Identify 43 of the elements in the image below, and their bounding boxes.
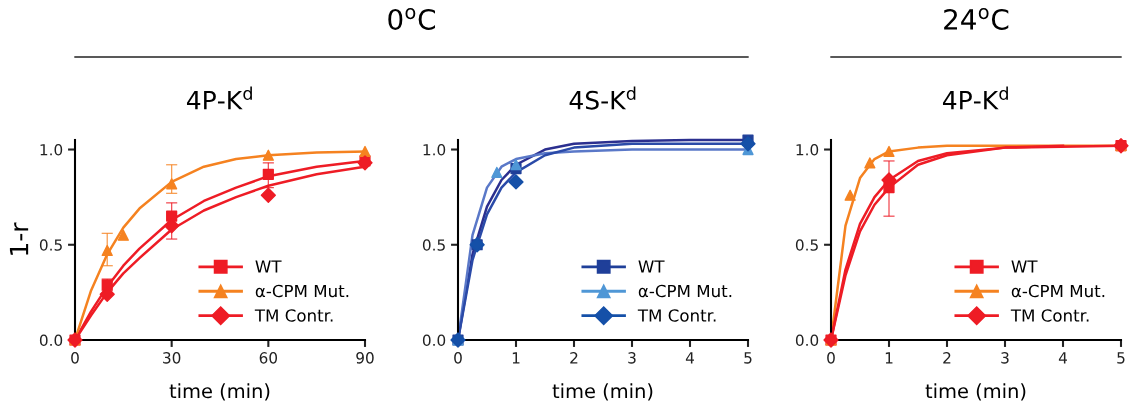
legend-label: TM Contr. [637, 309, 716, 322]
chart-title: 4P-K$^{d}$ [942, 86, 1008, 110]
y-tick-label: 0.5 [422, 239, 445, 251]
x-tick-label: 0 [454, 352, 462, 364]
x-axis-title: time (min) [169, 383, 270, 401]
x-tick-label: 3 [1001, 352, 1009, 364]
legend-label: WT [1011, 260, 1038, 273]
x-tick-label: 4 [1058, 352, 1067, 364]
x-tick-label: 0 [71, 352, 79, 364]
chart-title: 4P-K$^{d}$ [186, 86, 252, 110]
x-tick-label: 0 [827, 352, 835, 364]
y-tick-label: 0.0 [422, 334, 446, 347]
y-tick-label: 1.0 [40, 143, 63, 156]
y-axis-title: 1-r [9, 222, 29, 255]
x-tick-label: 1 [512, 352, 520, 364]
y-tick-label: 0.5 [39, 239, 62, 251]
y-tick-label: 0.0 [39, 334, 63, 347]
y-tick-label: 1.0 [423, 143, 446, 156]
legend-label: α-CPM Mut. [1011, 284, 1105, 298]
x-axis-title: time (min) [925, 383, 1026, 401]
x-axis-title: time (min) [552, 383, 653, 401]
legend-label: α-CPM Mut. [638, 284, 732, 298]
legend-label: α-CPM Mut. [255, 284, 349, 298]
text: 0$^{o}$C [388, 8, 435, 30]
legend-label: TM Contr. [254, 309, 333, 322]
x-tick-label: 2 [943, 352, 951, 364]
x-tick-label: 2 [570, 352, 578, 364]
x-tick-label: 60 [259, 352, 278, 364]
legend-label: TM Contr. [1010, 309, 1089, 322]
y-tick-label: 0.0 [795, 334, 819, 347]
legend-label: WT [255, 260, 282, 273]
x-tick-label: 4 [685, 352, 694, 364]
x-tick-label: 30 [163, 352, 181, 364]
legend-label: WT [638, 260, 665, 273]
x-tick-label: 3 [628, 352, 636, 364]
y-tick-label: 1.0 [796, 143, 819, 156]
x-tick-label: 1 [885, 352, 893, 364]
text: 24$^{o}$C [944, 8, 1009, 30]
x-tick-label: 5 [1117, 352, 1125, 364]
x-tick-label: 90 [356, 352, 374, 364]
y-tick-label: 0.5 [795, 239, 818, 251]
x-tick-label: 5 [744, 352, 752, 364]
chart-title: 4S-K$^{d}$ [569, 86, 636, 110]
